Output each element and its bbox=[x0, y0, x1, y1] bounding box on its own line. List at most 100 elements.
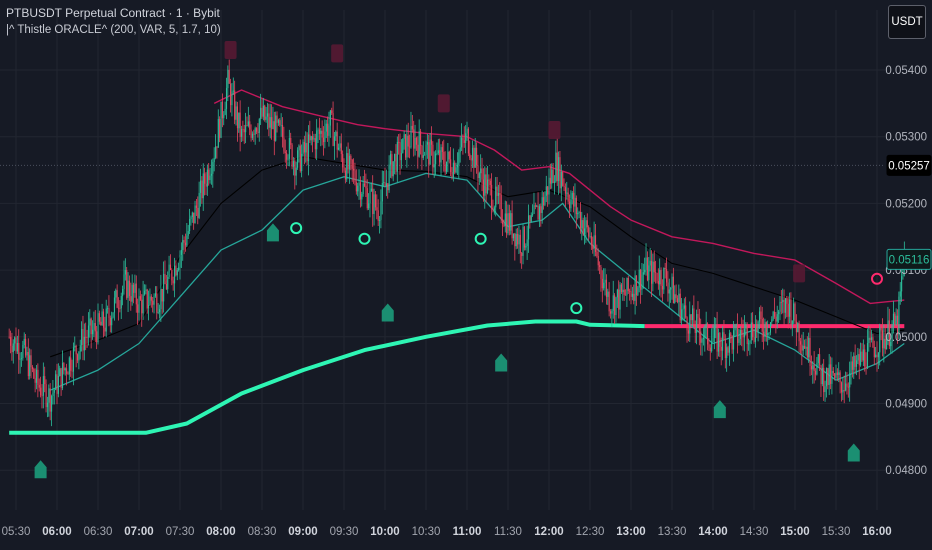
candle-body bbox=[228, 69, 230, 84]
candle-body bbox=[615, 297, 617, 316]
candle-body bbox=[297, 150, 299, 168]
candle-body bbox=[379, 219, 381, 221]
candle-body bbox=[209, 175, 211, 181]
candle-body bbox=[849, 373, 851, 388]
candle-body bbox=[842, 390, 844, 393]
candle-body bbox=[78, 351, 80, 361]
symbol-title[interactable]: PTBUSDT Perpetual Contract · 1 · Bybit bbox=[6, 6, 220, 20]
candles-layer bbox=[8, 59, 905, 427]
candle-body bbox=[87, 325, 90, 338]
candle-body bbox=[119, 307, 121, 309]
x-tick-label: 06:00 bbox=[42, 526, 71, 538]
candle-body bbox=[851, 361, 853, 370]
currency-badge[interactable]: USDT bbox=[888, 5, 926, 39]
candle-body bbox=[470, 158, 472, 161]
candle-body bbox=[553, 181, 556, 183]
candle-body bbox=[722, 332, 724, 351]
candle-body bbox=[143, 290, 146, 295]
candle-body bbox=[652, 261, 654, 284]
candle-body bbox=[355, 182, 357, 192]
candle-body bbox=[148, 304, 150, 309]
candle-body bbox=[368, 203, 370, 209]
candle-body bbox=[302, 141, 304, 154]
candle-body bbox=[723, 332, 725, 339]
candle-body bbox=[560, 172, 562, 189]
candle-body bbox=[437, 150, 439, 154]
candle-body bbox=[340, 143, 342, 155]
candle-body bbox=[600, 266, 602, 279]
candle-body bbox=[279, 120, 281, 126]
candle-body bbox=[682, 308, 684, 310]
candle-body bbox=[37, 369, 39, 385]
candle-body bbox=[769, 322, 771, 333]
candle-body bbox=[503, 224, 505, 227]
candle-body bbox=[182, 240, 184, 250]
candle-body bbox=[467, 128, 469, 154]
y-tick-label: 0.05300 bbox=[885, 132, 927, 144]
candle-body bbox=[27, 351, 29, 377]
candle-body bbox=[295, 167, 297, 176]
candle-body bbox=[558, 157, 560, 182]
candle-body bbox=[787, 303, 789, 317]
candle-body bbox=[594, 235, 597, 252]
candle-body bbox=[139, 296, 141, 300]
candle-body bbox=[700, 331, 702, 343]
candle-body bbox=[480, 168, 482, 174]
candle-body bbox=[75, 345, 77, 355]
candle-body bbox=[347, 153, 349, 170]
candle-body bbox=[805, 346, 807, 349]
candle-body bbox=[241, 128, 243, 137]
candle-body bbox=[160, 288, 162, 310]
x-tick-label: 14:30 bbox=[740, 526, 769, 538]
candle-body bbox=[462, 137, 464, 141]
candle-body bbox=[765, 322, 767, 336]
candle-body bbox=[653, 261, 655, 273]
candle-body bbox=[459, 147, 461, 153]
candle-body bbox=[124, 270, 126, 275]
candle-body bbox=[430, 139, 433, 145]
candle-body bbox=[138, 296, 140, 313]
candle-body bbox=[791, 320, 793, 325]
x-tick-label: 12:00 bbox=[534, 526, 563, 538]
candle-body bbox=[429, 139, 431, 165]
candle-body bbox=[883, 338, 885, 349]
candle-body bbox=[515, 233, 517, 247]
candle-body bbox=[877, 352, 879, 358]
candle-body bbox=[81, 329, 83, 346]
candle-body bbox=[727, 347, 729, 353]
candle-body bbox=[245, 125, 247, 133]
indicator-label[interactable]: |^ Thistle ORACLE^ (200, VAR, 5, 1.7, 10… bbox=[6, 24, 221, 36]
candle-body bbox=[810, 366, 812, 370]
candle-body bbox=[668, 289, 670, 294]
candle-body bbox=[282, 125, 284, 138]
candle-body bbox=[633, 293, 635, 301]
candle-body bbox=[458, 152, 460, 165]
candle-body bbox=[603, 282, 605, 289]
candle-body bbox=[523, 226, 525, 248]
candle-body bbox=[333, 136, 336, 146]
candle-body bbox=[96, 331, 98, 343]
candle-body bbox=[212, 162, 214, 174]
candle-body bbox=[720, 346, 722, 351]
candle-body bbox=[145, 289, 147, 291]
x-tick-label: 09:30 bbox=[330, 526, 359, 538]
sell-signal-marker bbox=[548, 121, 561, 140]
candle-body bbox=[589, 236, 591, 237]
candle-body bbox=[661, 286, 664, 290]
candle-body bbox=[8, 336, 10, 338]
candle-body bbox=[46, 402, 49, 408]
candle-body bbox=[642, 272, 644, 275]
candle-body bbox=[618, 289, 620, 310]
candle-body bbox=[287, 158, 289, 160]
candle-body bbox=[471, 147, 474, 161]
x-tick-label: 15:00 bbox=[780, 526, 809, 538]
candle-body bbox=[790, 299, 792, 325]
candle-body bbox=[478, 173, 480, 178]
candle-body bbox=[236, 106, 238, 129]
candle-body bbox=[817, 354, 819, 364]
candle-body bbox=[839, 372, 841, 383]
candle-body bbox=[559, 157, 561, 189]
candle-body bbox=[577, 213, 579, 215]
candle-body bbox=[243, 129, 245, 133]
